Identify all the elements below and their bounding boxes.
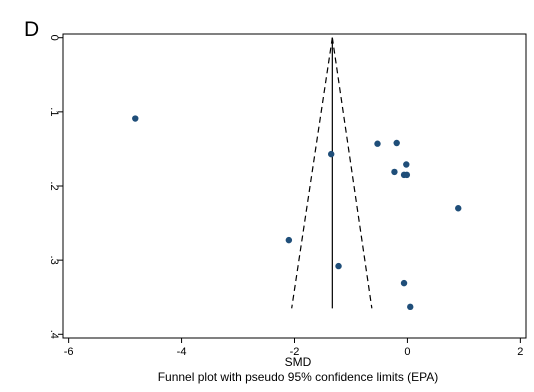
data-point [407,303,414,311]
data-point [403,161,410,168]
x-tick-label: -4 [177,346,187,358]
data-point [455,205,462,212]
chart-caption: Funnel plot with pseudo 95% confidence l… [158,370,439,384]
y-tick-label: .4 [48,330,60,339]
data-point [374,140,381,147]
data-point [393,139,400,147]
y-tick-label: .2 [48,181,60,190]
x-tick-label: -2 [290,346,300,358]
y-tick-label: .1 [48,107,60,116]
data-point [391,168,398,176]
data-point [403,171,411,179]
y-axis: 0 .1 .2 .3 .4 [48,35,63,339]
x-axis: -6 -4 -2 0 2 [64,338,523,358]
x-tick-label: 0 [404,346,410,358]
data-point [132,115,139,122]
panel-label: D [24,18,40,41]
funnel-right-limit [331,37,373,309]
x-axis-title: SMD [285,355,312,369]
x-tick-label: 2 [517,346,523,358]
data-point [335,262,342,270]
data-point [400,279,408,287]
y-tick-label: 0 [48,35,60,41]
data-points-layer [132,115,462,311]
funnel-left-limit [291,37,333,309]
data-point [285,236,293,244]
x-tick-label: -6 [64,346,74,358]
data-point [328,150,335,158]
plot-area [62,33,527,339]
funnel-lines-layer [291,37,373,309]
y-tick-label: .3 [48,256,60,265]
